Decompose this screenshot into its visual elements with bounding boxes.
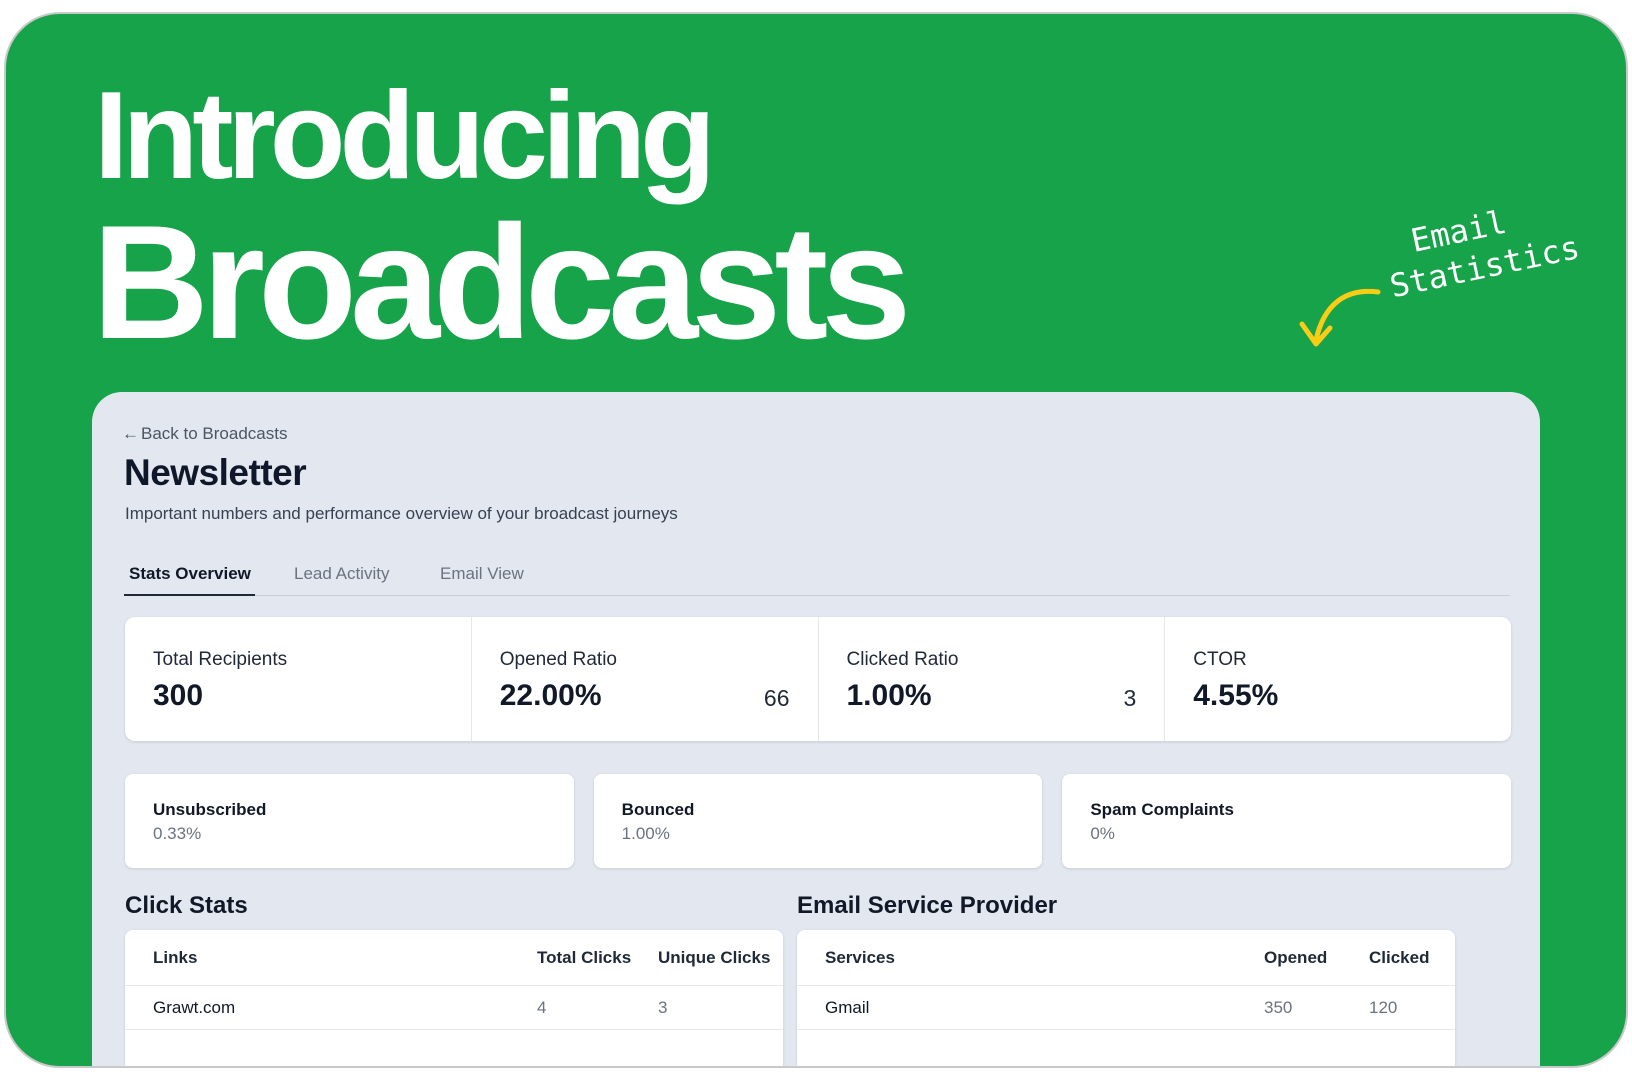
stat-label: Opened Ratio — [499, 649, 617, 670]
stat-clicked-ratio: Clicked Ratio 1.00% 3 — [819, 617, 1166, 741]
mini-stat-label: Unsubscribed — [153, 800, 267, 819]
active-tab-indicator — [124, 594, 255, 596]
column-header-links: Links — [153, 948, 198, 967]
esp-title: Email Service Provider — [797, 892, 1058, 919]
table-header: Services Opened Clicked — [797, 930, 1455, 986]
stat-ctor: CTOR 4.55% — [1165, 617, 1511, 741]
tab-email-view[interactable]: Email View — [440, 564, 524, 583]
opened-count: 350 — [1264, 998, 1293, 1017]
broadcast-stats-panel: ← Back to Broadcasts Newsletter Importan… — [92, 392, 1540, 1066]
mini-stat-label: Bounced — [621, 800, 695, 819]
back-to-broadcasts-link[interactable]: ← Back to Broadcasts — [122, 424, 287, 444]
tab-stats-overview[interactable]: Stats Overview — [129, 564, 251, 583]
stat-unsubscribed: Unsubscribed 0.33% — [125, 774, 574, 868]
click-stats-title: Click Stats — [125, 892, 248, 919]
annotation: Email Statistics — [1378, 186, 1596, 335]
column-header-services: Services — [825, 948, 895, 967]
key-stats-card: Total Recipients 300 Opened Ratio 22.00%… — [125, 617, 1511, 741]
stat-count: 66 — [763, 685, 790, 711]
table-header: Links Total Clicks Unique Clicks — [125, 930, 783, 986]
table-row[interactable]: Grawt.com 4 3 — [125, 986, 783, 1030]
stat-bounced: Bounced 1.00% — [593, 774, 1043, 868]
tab-lead-activity[interactable]: Lead Activity — [294, 564, 390, 583]
stat-value: 300 — [153, 679, 204, 712]
promo-banner: Introducing Broadcasts Email Statistics … — [4, 12, 1628, 1068]
column-header-clicked: Clicked — [1369, 948, 1430, 967]
esp-table: Services Opened Clicked Gmail 350 120 — [797, 930, 1455, 1066]
link-name: Grawt.com — [153, 998, 236, 1017]
stat-total-recipients: Total Recipients 300 — [125, 617, 472, 741]
table-row[interactable]: Gmail 350 120 — [797, 986, 1455, 1030]
tab-bar: Stats Overview Lead Activity Email View — [124, 552, 1510, 596]
stat-label: CTOR — [1193, 649, 1247, 670]
unique-clicks: 3 — [658, 998, 668, 1017]
back-link-label: Back to Broadcasts — [141, 424, 288, 443]
stat-value: 22.00% — [499, 679, 602, 712]
stat-value: 1.00% — [846, 679, 932, 712]
column-header-total-clicks: Total Clicks — [537, 948, 632, 967]
page-title: Newsletter — [124, 452, 307, 493]
stat-value: 4.55% — [1193, 679, 1279, 712]
curved-arrow-icon — [1299, 288, 1381, 347]
stat-count: 3 — [1123, 685, 1137, 711]
mini-stat-value: 0.33% — [153, 824, 202, 843]
mini-stat-value: 1.00% — [621, 824, 670, 843]
stat-opened-ratio: Opened Ratio 22.00% 66 — [472, 617, 819, 741]
column-header-unique-clicks: Unique Clicks — [658, 948, 771, 967]
stat-label: Clicked Ratio — [846, 649, 959, 670]
click-stats-table: Links Total Clicks Unique Clicks Grawt.c… — [125, 930, 783, 1066]
column-header-opened: Opened — [1264, 948, 1328, 967]
service-name: Gmail — [825, 998, 870, 1017]
mini-stat-value: 0% — [1090, 824, 1115, 843]
arrow-left-icon: ← — [122, 424, 139, 443]
mini-stat-label: Spam Complaints — [1090, 800, 1234, 819]
clicked-count: 120 — [1369, 998, 1398, 1017]
stat-spam-complaints: Spam Complaints 0% — [1062, 774, 1512, 868]
page-subtitle: Important numbers and performance overvi… — [125, 504, 678, 523]
stat-label: Total Recipients — [153, 649, 288, 670]
hero-heading-line2: Broadcasts — [92, 192, 911, 373]
total-clicks: 4 — [537, 998, 547, 1017]
hero-heading-line1: Introducing — [94, 67, 716, 205]
secondary-stats: Unsubscribed 0.33% Bounced 1.00% Spam Co… — [125, 774, 1512, 868]
